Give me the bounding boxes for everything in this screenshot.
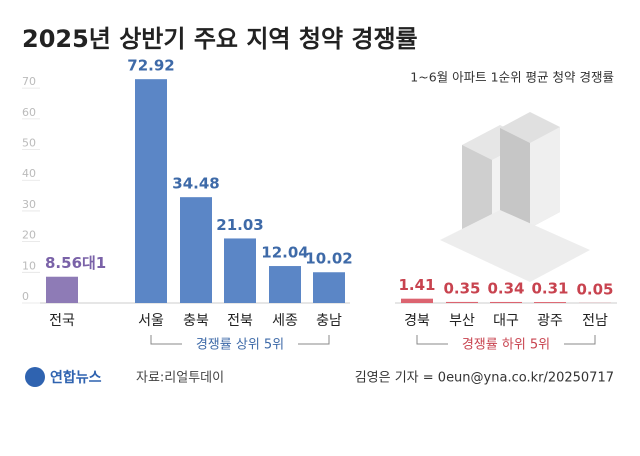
bar <box>446 301 478 303</box>
logo-icon <box>25 367 45 387</box>
y-tick-label: 0 <box>22 290 29 303</box>
bar <box>224 238 256 303</box>
value-label: 0.05 <box>576 280 613 298</box>
value-label: 1.41 <box>398 276 435 294</box>
group-label: 경쟁률 하위 5위 <box>462 338 550 353</box>
x-tick-label: 광주 <box>537 313 563 329</box>
y-tick-label: 20 <box>22 229 36 242</box>
bracket-gap <box>448 336 564 352</box>
y-tick-label: 60 <box>22 106 36 119</box>
building-illustration <box>440 112 590 282</box>
y-tick-label: 30 <box>22 198 36 211</box>
value-label: 21.03 <box>216 216 263 234</box>
x-tick-label: 경북 <box>404 313 430 329</box>
group-label: 경쟁률 상위 5위 <box>196 338 284 353</box>
x-tick-label: 충남 <box>316 313 342 329</box>
bar <box>180 197 212 303</box>
x-tick-label: 전북 <box>227 313 253 329</box>
bracket-gap <box>182 336 298 352</box>
bar <box>135 79 167 304</box>
bar <box>313 272 345 303</box>
x-tick-label: 대구 <box>493 313 519 329</box>
y-tick-label: 40 <box>22 167 36 180</box>
value-label: 34.48 <box>172 175 219 193</box>
value-label: 0.31 <box>531 280 568 298</box>
logo: 연합뉴스 <box>50 369 102 386</box>
value-label: 0.35 <box>443 279 480 297</box>
x-tick-label: 충북 <box>183 313 209 329</box>
footer: 연합뉴스 자료:리얼투데이 김영은 기자 = 0eun@yna.co.kr/20… <box>25 367 614 387</box>
chart-title: 2025년 상반기 주요 지역 청약 경쟁률 <box>22 25 418 53</box>
value-label: 0.34 <box>487 279 524 297</box>
value-label: 8.56대1 <box>45 254 106 272</box>
x-tick-label: 전국 <box>49 313 75 329</box>
bar <box>46 276 78 303</box>
subtitle: 1~6월 아파트 1순위 평균 청약 경쟁률 <box>410 70 614 85</box>
y-tick-label: 50 <box>22 137 36 150</box>
x-tick-label: 부산 <box>449 313 475 329</box>
y-tick-label: 70 <box>22 75 36 88</box>
y-tick-label: 10 <box>22 259 36 272</box>
value-label: 12.04 <box>261 244 308 262</box>
bar <box>490 301 522 303</box>
bar <box>269 266 301 303</box>
credit: 김영은 기자 = 0eun@yna.co.kr/20250717 <box>355 371 614 386</box>
x-tick-label: 전남 <box>582 313 608 329</box>
x-tick-label: 세종 <box>272 313 298 329</box>
bar <box>401 298 433 303</box>
x-tick-label: 서울 <box>138 313 164 329</box>
source: 자료:리얼투데이 <box>136 371 224 386</box>
value-label: 72.92 <box>127 57 174 75</box>
bar <box>534 302 566 303</box>
value-label: 10.02 <box>305 250 352 268</box>
